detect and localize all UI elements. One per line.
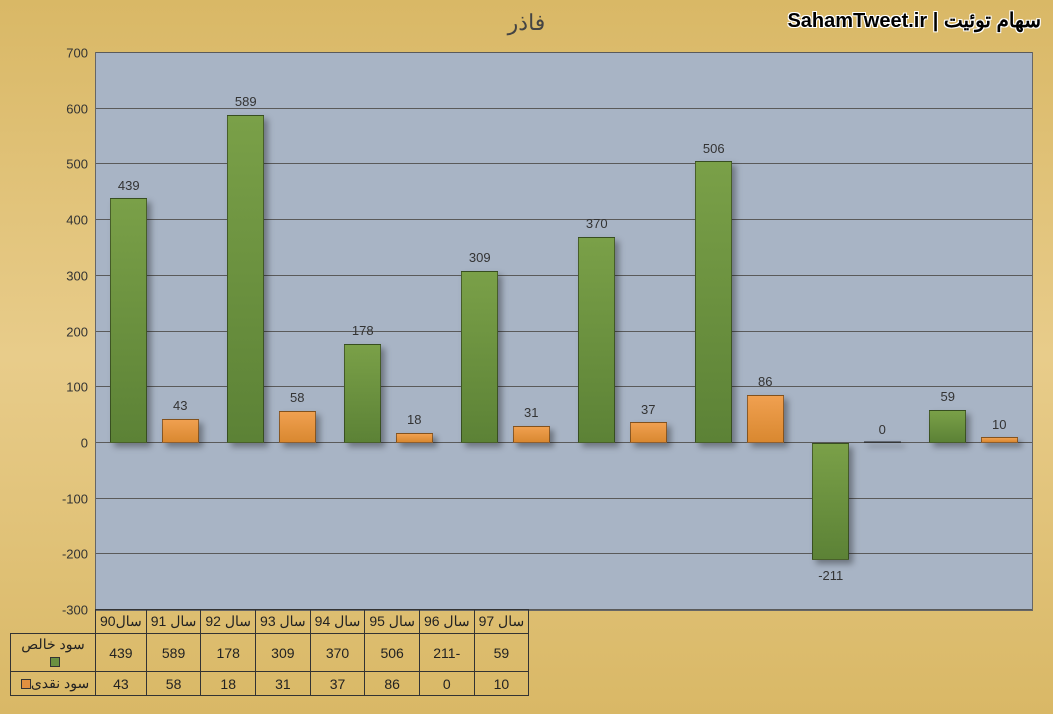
- table-cell: 589: [146, 634, 201, 672]
- table-header: سال 94: [310, 610, 365, 634]
- table-header: سال 95: [365, 610, 420, 634]
- ytick-label: 600: [66, 101, 88, 116]
- ytick-label: 500: [66, 157, 88, 172]
- table-cell: 439: [96, 634, 147, 672]
- bar-net_profit: [578, 237, 615, 443]
- data-label: 309: [469, 250, 491, 265]
- plot-area: -300-200-1000100200300400500600700439435…: [95, 52, 1033, 611]
- ytick-label: 100: [66, 380, 88, 395]
- chart-container: -300-200-1000100200300400500600700439435…: [10, 52, 1043, 696]
- table-cell: 506: [365, 634, 420, 672]
- cash-div-swatch-icon: [21, 679, 31, 689]
- data-label: 370: [586, 216, 608, 231]
- table-cell: -211: [419, 634, 474, 672]
- data-label: 506: [703, 141, 725, 156]
- ytick-label: -100: [62, 491, 88, 506]
- bar-cash_div: [981, 437, 1018, 443]
- watermark: سهام توئیت | SahamTweet.ir: [787, 8, 1041, 33]
- gridline: [96, 553, 1032, 554]
- table-cell: 58: [146, 672, 201, 696]
- data-label: 0: [879, 422, 886, 437]
- table-cell: 37: [310, 672, 365, 696]
- table-header: سال 97: [474, 610, 529, 634]
- table-corner: [11, 610, 96, 634]
- table-cell: 43: [96, 672, 147, 696]
- table-header: سال 93: [256, 610, 311, 634]
- bar-net_profit: [461, 271, 498, 443]
- table-cell: 309: [256, 634, 311, 672]
- data-label: 31: [524, 405, 538, 420]
- table-cell: 370: [310, 634, 365, 672]
- ytick-label: 400: [66, 213, 88, 228]
- data-table: سال90سال 91سال 92سال 93سال 94سال 95سال 9…: [10, 609, 529, 696]
- ytick-label: 0: [81, 435, 88, 450]
- data-label: 18: [407, 412, 421, 427]
- net-profit-swatch-icon: [50, 657, 60, 667]
- gridline: [96, 52, 1032, 53]
- data-label: 43: [173, 398, 187, 413]
- bar-cash_div: [747, 395, 784, 443]
- table-header: سال 92: [201, 610, 256, 634]
- bar-net_profit: [110, 198, 147, 443]
- data-label: 86: [758, 374, 772, 389]
- table-cell: 10: [474, 672, 529, 696]
- bar-cash_div: [279, 411, 316, 443]
- data-label: 58: [290, 390, 304, 405]
- legend-cell: سود خالص: [11, 634, 96, 672]
- data-label: 178: [352, 323, 374, 338]
- bar-cash_div: [864, 441, 901, 443]
- table-header: سال 91: [146, 610, 201, 634]
- ytick-label: 200: [66, 324, 88, 339]
- bar-net_profit: [929, 410, 966, 443]
- data-label: 37: [641, 402, 655, 417]
- table-cell: 0: [419, 672, 474, 696]
- bar-net_profit: [227, 115, 264, 443]
- chart-title: فاذر: [508, 10, 546, 36]
- table-cell: 86: [365, 672, 420, 696]
- bar-net_profit: [812, 443, 849, 561]
- data-label: 589: [235, 94, 257, 109]
- bar-net_profit: [344, 344, 381, 443]
- bar-cash_div: [630, 422, 667, 443]
- bar-cash_div: [162, 419, 199, 443]
- table-header: سال90: [96, 610, 147, 634]
- data-label: 10: [992, 417, 1006, 432]
- data-label: -211: [818, 568, 843, 583]
- table-cell: 31: [256, 672, 311, 696]
- table-cell: 178: [201, 634, 256, 672]
- legend-label: سود نقدی: [31, 675, 89, 691]
- legend-label: سود خالص: [21, 636, 84, 652]
- ytick-label: -200: [62, 547, 88, 562]
- table-cell: 18: [201, 672, 256, 696]
- ytick-label: 700: [66, 46, 88, 61]
- bar-cash_div: [396, 433, 433, 443]
- data-label: 439: [118, 178, 140, 193]
- legend-cell: سود نقدی: [11, 672, 96, 696]
- table-header: سال 96: [419, 610, 474, 634]
- bar-net_profit: [695, 161, 732, 443]
- bar-cash_div: [513, 426, 550, 443]
- ytick-label: 300: [66, 268, 88, 283]
- data-label: 59: [941, 389, 955, 404]
- gridline: [96, 498, 1032, 499]
- table-cell: 59: [474, 634, 529, 672]
